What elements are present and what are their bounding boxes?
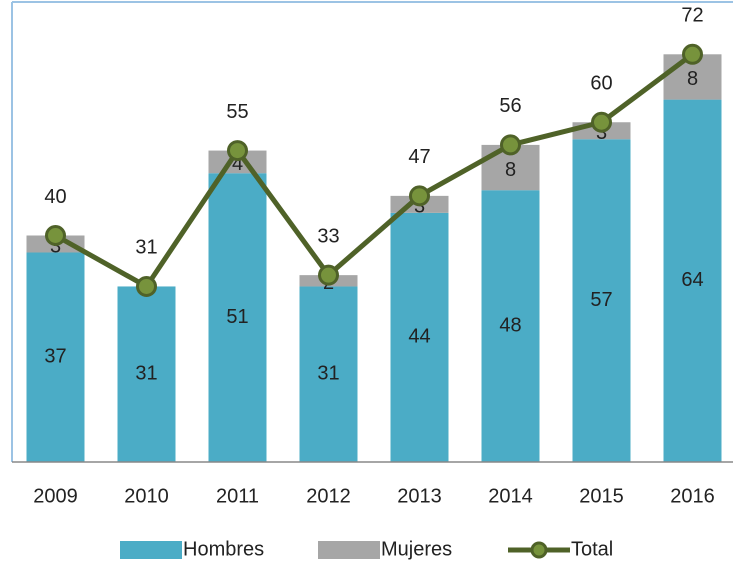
label-hombres: 57 xyxy=(590,289,612,311)
x-tick-label: 2009 xyxy=(33,485,78,507)
label-hombres: 48 xyxy=(499,314,521,336)
line-total xyxy=(54,52,694,290)
bar-hombres xyxy=(117,286,176,462)
label-total: 33 xyxy=(317,225,339,247)
label-mujeres: 4 xyxy=(232,153,243,175)
label-total: 40 xyxy=(44,186,66,208)
x-tick-label: 2011 xyxy=(216,485,259,507)
label-total: 60 xyxy=(590,73,612,95)
label-mujeres: 3 xyxy=(50,235,61,257)
label-mujeres: 8 xyxy=(505,159,516,181)
bar-hombres xyxy=(663,99,722,462)
marker-total xyxy=(591,111,612,133)
marker-total xyxy=(682,43,703,65)
marker-total xyxy=(45,225,66,246)
marker-total xyxy=(500,134,521,156)
legend-marker xyxy=(530,541,548,559)
bar-hombres xyxy=(208,173,267,462)
bar-hombres xyxy=(481,190,540,462)
bar-hombres xyxy=(299,286,358,462)
x-tick-label: 2015 xyxy=(579,485,624,507)
label-hombres: 64 xyxy=(681,269,703,291)
label-total: 72 xyxy=(681,5,703,27)
marker-total xyxy=(136,275,157,297)
label-mujeres: 8 xyxy=(687,68,698,90)
marker-total xyxy=(227,140,248,162)
label-mujeres: 3 xyxy=(596,122,607,144)
legend-label: Total xyxy=(571,538,613,560)
x-tick-label: 2013 xyxy=(397,485,442,507)
label-total: 47 xyxy=(408,146,430,168)
legend-swatch xyxy=(120,541,182,559)
label-hombres: 51 xyxy=(226,306,248,328)
label-hombres: 44 xyxy=(408,326,430,348)
bar-hombres xyxy=(26,252,85,462)
bar-hombres xyxy=(572,139,631,463)
bar-hombres xyxy=(390,212,449,462)
label-total: 55 xyxy=(226,101,248,123)
x-tick-label: 2016 xyxy=(670,485,715,507)
label-total: 31 xyxy=(135,237,157,259)
label-hombres: 31 xyxy=(135,363,157,385)
marker-total xyxy=(318,264,339,286)
legend-label: Mujeres xyxy=(381,538,452,560)
marker-total xyxy=(409,185,430,207)
legend-label: Hombres xyxy=(183,538,264,560)
label-hombres: 31 xyxy=(317,363,339,385)
label-mujeres: 3 xyxy=(414,196,425,218)
x-tick-label: 2010 xyxy=(124,485,169,507)
x-tick-label: 2014 xyxy=(488,485,533,507)
legend-swatch xyxy=(318,541,380,559)
label-hombres: 37 xyxy=(44,346,66,368)
x-tick-label: 2012 xyxy=(306,485,351,507)
label-total: 56 xyxy=(499,95,521,117)
